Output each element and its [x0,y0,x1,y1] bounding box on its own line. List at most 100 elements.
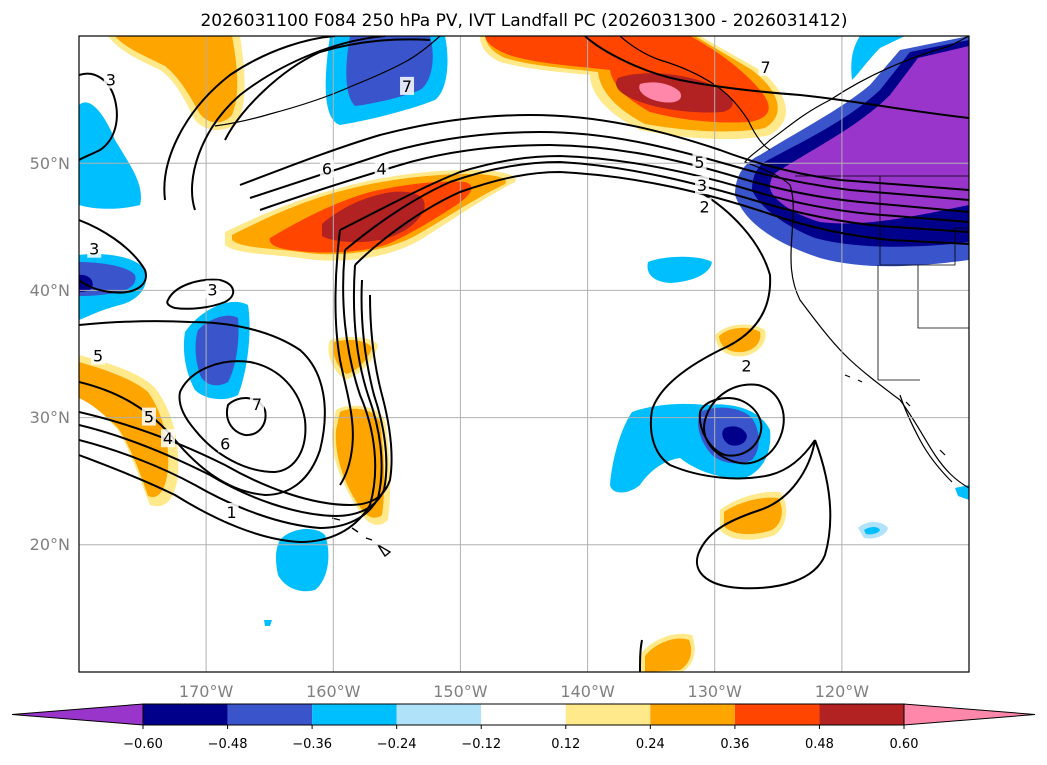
contour-label: 7 [760,58,770,77]
lat-tick-label: 40°N [30,281,70,300]
map-frame [78,35,970,673]
contour-line-trough-3 [79,279,388,518]
pv-region-band-darkred [322,191,425,243]
contour-label: 6 [220,434,230,453]
contour-line-trough-2 [79,264,383,530]
colorbar-tick-label: 0.36 [720,737,749,752]
pv-region-northeast-violet [770,46,969,224]
contour-label-bg [224,503,239,521]
contour-line-7 [239,113,969,191]
contour-label-bg [374,159,389,178]
colorbar-extend-low [11,703,144,726]
contour-line-ep-inner [698,397,763,457]
pv-region-west-lightblue-1 [79,102,141,209]
colorbar-tick-label: −0.60 [123,737,163,752]
contour-label: 4 [163,429,173,448]
colorbar-frame [142,703,905,726]
colorbar-tick-label: 0.60 [890,737,919,752]
contour-line-ep-outer [649,191,816,480]
contour-line-ep-tail [639,639,643,672]
contour-label-bg [319,159,334,178]
colorbar-tick-label: −0.24 [377,737,417,752]
contour-label: 3 [697,176,707,195]
coastline-alaska-peninsula [214,36,441,127]
ivt-contours [79,36,969,672]
contour-label-bg [697,197,712,216]
pv-region-hawaii-lightblue [275,528,329,592]
colorbar-segment [312,704,397,725]
contour-label: 5 [694,153,704,172]
colorbar-tick-label: 0.24 [636,737,665,752]
pv-region-bc-lightblue [851,36,905,80]
pv-region-ep-lightblue-3b [864,527,880,535]
colorbar-tick-label: −0.12 [461,737,501,752]
contour-line-4 [339,154,969,231]
coastline-north-america [744,36,969,489]
colorbar-segment [396,704,482,725]
latitude-tick-labels: 20°N 30°N 40°N 50°N [30,154,70,554]
pv-region-ep-orange-3 [645,638,692,672]
contour-label-bg [205,280,220,299]
contour-label: 2 [741,357,751,376]
lon-tick-label: 150°W [433,682,488,701]
colorbar-segment [481,704,566,725]
pv-region-mid-orange-1b [333,340,372,374]
colorbar-tick-label: −0.36 [292,737,332,752]
contour-line-ridge-3 [163,36,336,201]
contour-label-bg [758,57,773,76]
contour-line-ridge-2 [191,36,386,211]
lat-tick-label: 20°N [30,535,70,554]
contour-label: 3 [89,240,99,259]
contour-line-low-core [226,397,267,437]
colorbar: −0.60 −0.48 −0.36 −0.24 −0.12 0.12 0.24 0.36 0.4… [11,703,1036,752]
contour-line-3 [344,160,969,251]
channel-islands [844,374,946,456]
contour-line-west-3 [79,219,147,294]
colorbar-extend-high [903,703,1036,726]
contour-line-ep-2 [703,383,785,465]
contour-line-2 [354,170,969,266]
lat-tick-label: 50°N [30,154,70,173]
contour-line-trough-4 [79,294,393,507]
colorbar-segment [143,704,228,725]
pv-region-wpos-orange [79,362,169,497]
pv-region-west-navy-2 [79,274,93,292]
contour-line-5 [259,143,969,213]
pv-region-hawaii-small [264,620,272,626]
pv-region-ep-lightblue-1 [647,256,712,283]
colorbar-segment [650,704,735,725]
contour-line-6 [249,130,969,201]
contour-label: 6 [322,160,332,179]
pv-region-bering-orange [115,36,238,123]
lon-tick-label: 120°W [815,682,870,701]
contour-label-bg [739,356,754,375]
contour-line-low-inner [178,360,307,474]
contour-label: 7 [252,395,262,414]
longitude-tick-labels: 170°W 160°W 150°W 140°W 130°W 120°W [179,682,869,701]
contour-label: 3 [207,280,217,299]
contour-label-bg [218,434,233,453]
contour-line-trough-5 [334,229,354,486]
contour-label-bg [692,153,707,172]
contour-label: 7 [402,77,412,96]
colorbar-segment [819,704,904,725]
contour-label-bg [91,346,106,365]
contour-label-bg [141,407,156,426]
contour-label-bg [695,176,709,195]
lon-tick-label: 170°W [179,682,234,701]
pv-region-ep-navy [722,426,747,446]
contour-label-bg [87,239,102,258]
pv-region-baja-lightblue [955,485,969,500]
contour-label-bg [250,394,264,413]
contour-line-ep-loop [695,439,832,590]
hawaii-islands [331,517,392,558]
contour-label-bg [400,76,415,95]
contour-label-bg [103,70,118,89]
colorbar-tick-label: 0.12 [551,737,580,752]
contour-label: 4 [377,160,387,179]
lon-tick-label: 130°W [688,682,743,701]
contour-line-small-3 [166,278,235,310]
